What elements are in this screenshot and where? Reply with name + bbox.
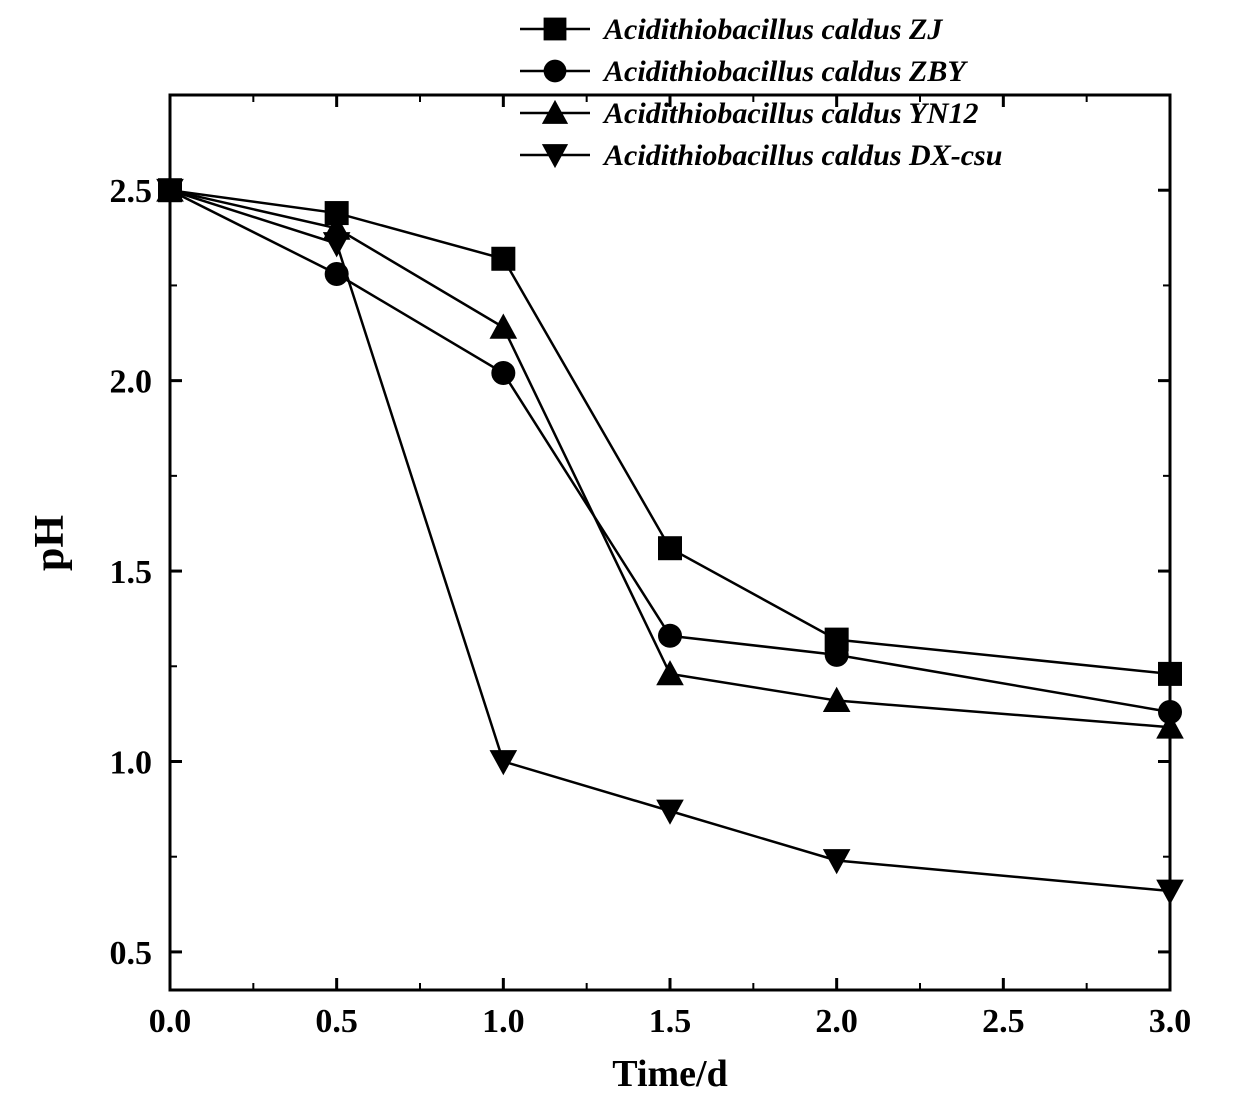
legend-label: Acidithiobacillus caldus YN12 [602,97,979,130]
x-axis-label: Time/d [612,1052,727,1096]
legend-label: Acidithiobacillus caldus DX-csu [602,139,1002,172]
legend-label: Acidithiobacillus caldus ZBY [602,55,968,88]
y-tick-label: 1.0 [110,744,153,781]
x-tick-label: 0.0 [149,1003,192,1040]
x-tick-label: 2.0 [815,1003,858,1040]
y-tick-label: 2.0 [110,364,153,401]
y-tick-label: 2.5 [110,173,153,210]
y-tick-label: 0.5 [110,935,153,972]
chart-container: { "chart": { "type": "line", "width": 12… [0,0,1240,1119]
y-axis-label: pH [26,514,74,570]
x-tick-label: 1.0 [482,1003,525,1040]
x-tick-label: 3.0 [1149,1003,1192,1040]
x-tick-label: 0.5 [315,1003,358,1040]
line-chart: 0.0 0.5 1.0 1.5 2.0 2.5 3.0 0.5 1.0 1.5 2.0 2.5 Acid… [0,0,1240,1119]
y-tick-label: 1.5 [110,554,153,591]
x-tick-label: 1.5 [649,1003,692,1040]
x-tick-label: 2.5 [982,1003,1025,1040]
legend-label: Acidithiobacillus caldus ZJ [602,13,943,46]
